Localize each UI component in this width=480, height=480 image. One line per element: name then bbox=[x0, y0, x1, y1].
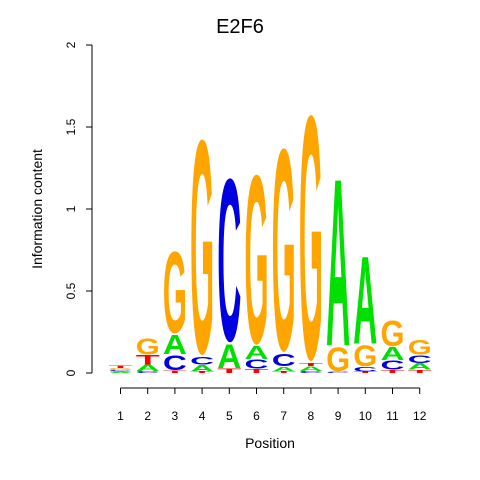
logo-letter-g: G bbox=[353, 339, 377, 373]
logo-letter-a: A bbox=[353, 231, 377, 370]
x-tick-label: 7 bbox=[280, 409, 287, 423]
x-tick-label: 10 bbox=[359, 409, 373, 423]
logo-letter-t: T bbox=[136, 352, 160, 367]
logo-letter-g: G bbox=[245, 126, 269, 394]
logo-letter-g: G bbox=[136, 333, 160, 360]
logo-letter-c: C bbox=[217, 131, 241, 390]
x-tick-label: 4 bbox=[199, 409, 206, 423]
y-tick-label: 1.5 bbox=[64, 118, 78, 135]
logo-letter-a: A bbox=[245, 343, 269, 363]
logo-letter-a: A bbox=[272, 365, 296, 373]
logo-letter-a: A bbox=[163, 330, 187, 361]
x-tick-label: 5 bbox=[226, 409, 233, 423]
logo-letter-t: T bbox=[163, 370, 187, 374]
y-axis: 0 0.5 1 1.5 2 bbox=[64, 41, 93, 376]
logo-letter-c: C bbox=[163, 351, 187, 375]
logo-letter-g: G bbox=[326, 339, 350, 378]
x-tick-label: 9 bbox=[335, 409, 342, 423]
logo-letter-t: T bbox=[381, 369, 405, 374]
logo-letter-c: C bbox=[136, 371, 160, 374]
logo-letter-a: A bbox=[136, 363, 160, 373]
logo-letter-t: T bbox=[299, 362, 323, 367]
logo-letter-a: A bbox=[217, 338, 241, 377]
logo-letter-c: C bbox=[109, 370, 133, 372]
x-tick-label: 11 bbox=[386, 409, 399, 423]
logo-letter-c: C bbox=[408, 354, 432, 366]
x-tick-label: 8 bbox=[308, 409, 315, 423]
logo-letter-a: A bbox=[299, 365, 323, 373]
y-tick-label: 0.5 bbox=[64, 282, 78, 299]
logo-letter-g: G bbox=[408, 335, 432, 359]
x-axis: 1 2 3 4 5 6 7 8 9 10 11 12 bbox=[117, 387, 427, 423]
logo-letter-a: A bbox=[326, 129, 350, 397]
logo-letter-g: G bbox=[190, 76, 214, 416]
x-tick-label: 1 bbox=[117, 409, 124, 423]
logo-letter-t: T bbox=[217, 367, 241, 375]
logo-letter-c: C bbox=[381, 358, 405, 372]
logo-letter-c: C bbox=[272, 351, 296, 370]
logo-letter-g: G bbox=[272, 90, 296, 411]
logo-letter-g: G bbox=[109, 368, 133, 371]
logo-letter-c: C bbox=[245, 357, 269, 371]
x-axis-label: Position bbox=[245, 435, 295, 451]
logo-letter-a: A bbox=[381, 344, 405, 364]
y-axis-label: Information content bbox=[29, 149, 45, 269]
logo-letter-t: T bbox=[190, 371, 214, 374]
logo-letter-c: C bbox=[353, 366, 377, 373]
logo-letter-a: A bbox=[408, 362, 432, 372]
logo-letter-a: A bbox=[109, 371, 133, 373]
y-tick-label: 2 bbox=[64, 41, 78, 48]
y-tick-label: 0 bbox=[64, 369, 78, 376]
x-tick-label: 12 bbox=[413, 409, 427, 423]
logo-letter-a: A bbox=[190, 364, 214, 374]
logo-letter-t: T bbox=[109, 365, 133, 369]
x-tick-label: 3 bbox=[172, 409, 179, 423]
logo-letter-t: T bbox=[408, 369, 432, 374]
logo-letter-g: G bbox=[381, 314, 405, 355]
logo-letter-t: T bbox=[272, 371, 296, 374]
logo-letter-c: C bbox=[299, 371, 323, 374]
logo-letter-t: T bbox=[245, 368, 269, 374]
x-tick-label: 2 bbox=[144, 409, 151, 423]
x-tick-label: 6 bbox=[253, 409, 260, 423]
logo-letter-t: T bbox=[353, 371, 377, 374]
y-tick-label: 1 bbox=[64, 205, 78, 212]
logo-letter-c: C bbox=[190, 356, 214, 368]
logo-letter-g: G bbox=[163, 228, 187, 358]
logo-letter-c: C bbox=[326, 371, 350, 373]
chart-title: E2F6 bbox=[216, 16, 264, 38]
logo-letter-g: G bbox=[299, 45, 323, 432]
